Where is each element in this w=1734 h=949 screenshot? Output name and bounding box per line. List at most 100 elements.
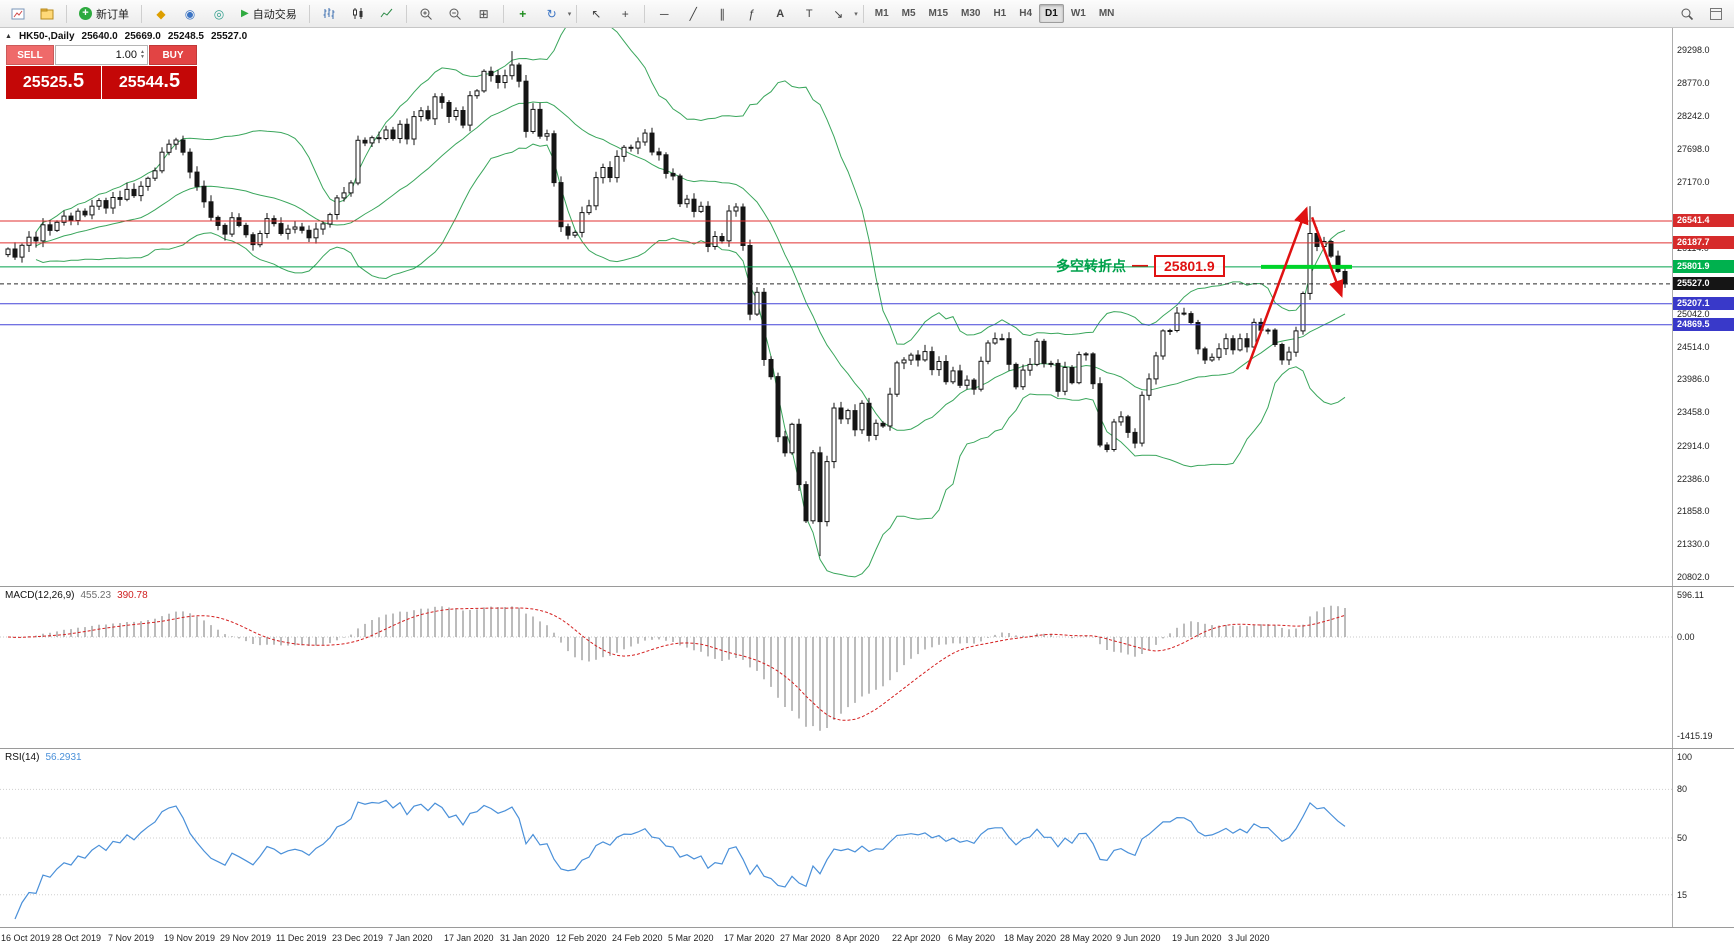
crosshair-button[interactable]: + xyxy=(621,6,629,21)
price-panel: ▲ HK50-,Daily 25640.0 25669.0 25248.5 25… xyxy=(0,28,1734,586)
macd-plot[interactable]: MACD(12,26,9) 455.23 390.78 xyxy=(0,587,1672,748)
ohlc-low: 25248.5 xyxy=(167,31,204,42)
rsi-tick: 100 xyxy=(1677,752,1693,762)
price-tick: 20802.0 xyxy=(1677,572,1710,582)
rsi-tick: 50 xyxy=(1677,833,1688,843)
price-badge: 25801.9 xyxy=(1673,259,1734,273)
price-badge: 24869.5 xyxy=(1673,317,1734,331)
price-tick: 29298.0 xyxy=(1677,45,1710,55)
zoom-in-button[interactable] xyxy=(412,2,440,26)
new-chart-button[interactable] xyxy=(4,2,32,26)
new-order-button[interactable]: + 新订单 xyxy=(72,2,136,26)
price-axis[interactable]: 29298.028770.028242.027698.027170.026114… xyxy=(1672,28,1734,586)
candlestick-icon xyxy=(352,8,363,19)
sell-button[interactable]: SELL xyxy=(6,45,54,65)
pivot-annotation-text: 多空转折点 xyxy=(1056,257,1126,274)
auto-trading-play-icon: ▶ xyxy=(241,8,249,19)
price-tick: 27170.0 xyxy=(1677,176,1710,187)
zoom-out-button[interactable] xyxy=(441,2,469,26)
macd-axis[interactable]: 596.11 0.00 -1415.19 xyxy=(1672,587,1734,748)
timeframe-m1[interactable]: M1 xyxy=(874,8,889,19)
volume-spinner[interactable]: ▲ ▼ xyxy=(140,50,145,60)
auto-trading-button[interactable]: ▶ 自动交易 xyxy=(234,2,304,26)
panel-separator[interactable] xyxy=(0,748,1734,749)
time-axis[interactable]: 16 Oct 2019 28 Oct 2019 7 Nov 2019 19 Nov 2… xyxy=(0,928,1734,949)
timeframe-h1[interactable]: H1 xyxy=(993,8,1007,19)
chart-expand-icon[interactable]: ▲ xyxy=(5,33,12,40)
date-tick: 17 Jan 2020 xyxy=(444,933,494,943)
macd-signal-value: 390.78 xyxy=(117,590,148,601)
pivot-annotation[interactable]: 多空转折点 — 25801.9 xyxy=(1056,254,1225,277)
rsi-plot[interactable]: RSI(14) 56.2931 xyxy=(0,749,1672,927)
horizontal-line-tool[interactable]: ─ xyxy=(659,6,669,21)
candlestick-type-button[interactable] xyxy=(344,2,372,26)
main-toolbar: + 新订单 ◆ ◉ ◎ ▶ 自动交易 xyxy=(0,0,1734,28)
dropdown-caret-icon[interactable]: ▾ xyxy=(854,10,858,18)
cursor-button[interactable]: ↖ xyxy=(591,6,602,21)
date-tick: 9 Jun 2020 xyxy=(1116,933,1161,943)
timeframe-w1[interactable]: W1 xyxy=(1070,8,1086,19)
timeframe-d1[interactable]: D1 xyxy=(1039,4,1064,23)
label-tool[interactable]: T xyxy=(805,7,813,20)
timeframe-h4[interactable]: H4 xyxy=(1019,8,1033,19)
window-layout-button[interactable] xyxy=(1702,2,1730,26)
navigator-button[interactable]: ◎ xyxy=(213,6,225,21)
price-plot[interactable]: ▲ HK50-,Daily 25640.0 25669.0 25248.5 25… xyxy=(0,28,1672,586)
date-tick: 28 May 2020 xyxy=(1060,933,1113,943)
text-tool[interactable]: A xyxy=(776,7,785,20)
date-tick: 12 Feb 2020 xyxy=(556,933,607,943)
price-tick: 22386.0 xyxy=(1677,473,1710,484)
indicators-button[interactable]: + xyxy=(519,6,527,21)
bar-chart-icon xyxy=(323,8,335,19)
dropdown-caret-icon[interactable]: ▾ xyxy=(567,10,572,18)
chart-ohlc-info: ▲ HK50-,Daily 25640.0 25669.0 25248.5 25… xyxy=(5,31,247,42)
date-tick: 29 Nov 2019 xyxy=(220,933,272,943)
macd-tick: 596.11 xyxy=(1677,590,1704,601)
candlestick-chart xyxy=(0,28,1672,578)
rsi-axis[interactable]: 100 80 50 15 xyxy=(1672,749,1734,927)
one-click-trading-panel: SELL 1.00 ▲ ▼ BUY 25525.5 xyxy=(6,45,197,100)
timeframe-mn[interactable]: MN xyxy=(1098,8,1115,19)
trendline-tool[interactable]: ╱ xyxy=(689,6,697,21)
timeframe-m30[interactable]: M30 xyxy=(961,8,981,19)
volume-stepper[interactable]: 1.00 ▲ ▼ xyxy=(55,45,148,65)
market-watch-button[interactable]: ◆ xyxy=(156,6,166,21)
sell-price[interactable]: 25525.5 xyxy=(6,66,101,99)
profiles-button[interactable] xyxy=(33,2,61,26)
volume-down-icon[interactable]: ▼ xyxy=(140,54,145,60)
toolbar-separator xyxy=(644,4,646,23)
volume-up-icon[interactable]: ▲ xyxy=(140,49,145,55)
ohlc-open: 25640.0 xyxy=(81,31,118,42)
date-tick: 8 Apr 2020 xyxy=(836,933,880,943)
arrows-tool[interactable]: ↘ xyxy=(833,6,844,21)
panel-separator[interactable] xyxy=(0,586,1734,587)
auto-trading-label: 自动交易 xyxy=(252,8,297,21)
channel-tool[interactable]: ∥ xyxy=(719,6,726,21)
ohlc-high: 25669.0 xyxy=(124,31,161,42)
data-window-button[interactable]: ◉ xyxy=(184,6,196,21)
toolbar-separator xyxy=(576,4,578,23)
panel-separator[interactable] xyxy=(0,927,1734,928)
tile-windows-button[interactable]: ⊞ xyxy=(478,6,489,21)
new-chart-icon xyxy=(11,8,25,19)
buy-price[interactable]: 25544.5 xyxy=(102,66,197,99)
date-tick: 16 Oct 2019 xyxy=(1,933,51,943)
bar-chart-type-button[interactable] xyxy=(315,2,343,26)
price-tick: 23458.0 xyxy=(1677,407,1710,418)
volume-value[interactable]: 1.00 xyxy=(115,49,138,61)
timeframe-m5[interactable]: M5 xyxy=(901,8,916,19)
price-badge: 25527.0 xyxy=(1673,276,1734,290)
buy-button[interactable]: BUY xyxy=(149,45,197,65)
line-chart-type-button[interactable] xyxy=(373,2,401,26)
timeframe-m15[interactable]: M15 xyxy=(928,8,948,19)
date-tick: 6 May 2020 xyxy=(948,933,996,943)
zoom-in-icon xyxy=(420,8,432,20)
pivot-annotation-dash: — xyxy=(1132,256,1148,274)
rsi-value: 56.2931 xyxy=(45,752,82,763)
period-cycle-button[interactable]: ↻ xyxy=(546,6,557,21)
price-tick: 28242.0 xyxy=(1677,110,1710,121)
search-button[interactable] xyxy=(1673,2,1701,26)
date-tick: 17 Mar 2020 xyxy=(724,933,775,943)
fibonacci-tool[interactable]: ƒ xyxy=(747,6,755,21)
price-badge: 26541.4 xyxy=(1673,213,1734,227)
